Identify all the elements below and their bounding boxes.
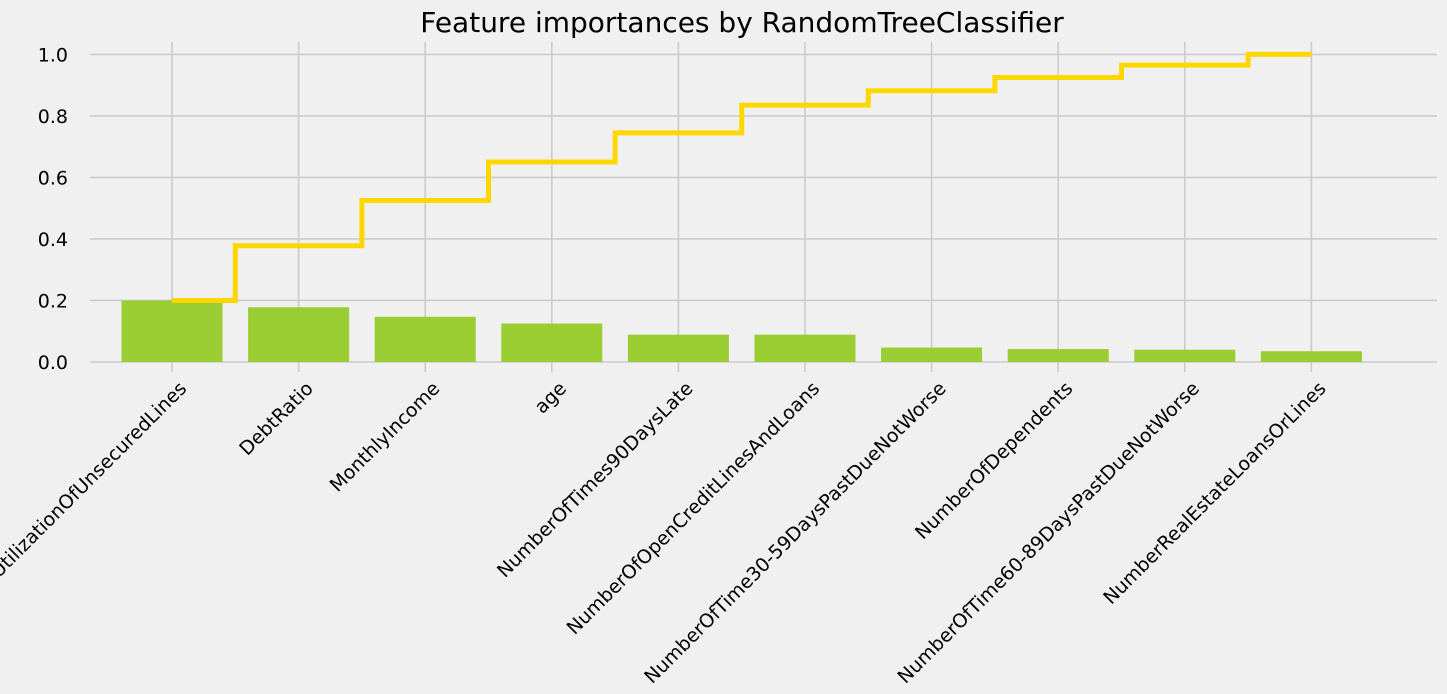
y-tick-label: 0.0 — [38, 352, 68, 374]
cumulative-step-series — [172, 51, 1312, 303]
bar — [374, 316, 476, 362]
chart-title: Feature importances by RandomTreeClassif… — [420, 6, 1064, 39]
bar — [1007, 349, 1109, 362]
bar — [248, 307, 350, 362]
y-tick-label: 0.8 — [38, 106, 68, 128]
bar — [121, 300, 223, 362]
bar — [754, 334, 856, 362]
x-tick-label: MonthlyIncome — [326, 378, 445, 497]
y-tick-label: 0.4 — [38, 229, 68, 251]
bar — [501, 323, 603, 362]
x-axis-ticks: RevolvingUtilizationOfUnsecuredLines Debt… — [0, 378, 1331, 688]
bar — [627, 334, 729, 362]
bar — [881, 347, 983, 362]
y-tick-label: 0.6 — [38, 167, 68, 189]
x-tick-label: age — [530, 378, 571, 419]
y-tick-label: 1.0 — [38, 44, 68, 66]
x-tick-label: RevolvingUtilizationOfUnsecuredLines — [0, 378, 191, 648]
cumulative-step-line — [172, 51, 1312, 303]
bar-series — [121, 300, 1362, 362]
x-tick-label: NumberOfOpenCreditLinesAndLoans — [563, 378, 825, 640]
bar — [1260, 351, 1362, 362]
x-tick-label: NumberOfTimes90DaysLate — [493, 378, 698, 583]
y-axis-ticks: 0.0 0.2 0.4 0.6 0.8 1.0 — [38, 44, 68, 374]
bar — [1134, 349, 1236, 362]
x-tick-label: DebtRatio — [235, 378, 317, 460]
y-tick-label: 0.2 — [38, 290, 68, 312]
x-tick-label: NumberRealEstateLoansOrLines — [1099, 378, 1330, 609]
grid — [90, 42, 1437, 372]
x-tick-label: NumberOfTime60-89DaysPastDueNotWorse — [893, 378, 1203, 688]
x-tick-label: NumberOfTime30-59DaysPastDueNotWorse — [640, 378, 950, 688]
